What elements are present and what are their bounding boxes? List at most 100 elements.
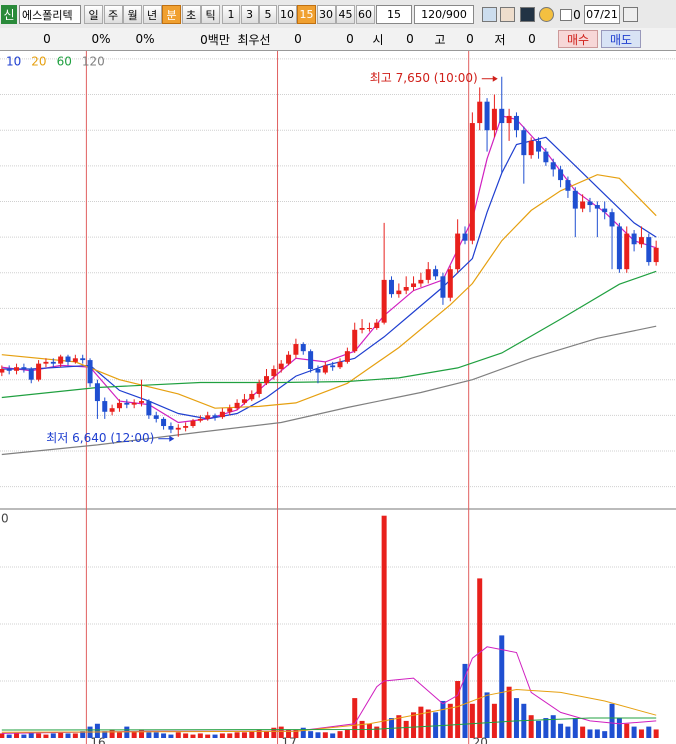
interval-button[interactable]: 3 bbox=[240, 5, 259, 24]
period-button[interactable]: 년 bbox=[142, 5, 162, 24]
candle-body bbox=[293, 344, 299, 355]
candle-body bbox=[609, 212, 615, 227]
quote-item: 0 bbox=[346, 32, 354, 46]
calendar-icon[interactable] bbox=[623, 7, 638, 22]
period-button[interactable]: 주 bbox=[103, 5, 123, 24]
candle-body bbox=[0, 368, 5, 373]
day-label: 20 bbox=[473, 736, 488, 744]
settings-icon[interactable] bbox=[539, 7, 554, 22]
volume-bar bbox=[308, 731, 314, 738]
volume-bar bbox=[491, 703, 497, 738]
candle-body bbox=[197, 418, 203, 421]
period-button[interactable]: 일 bbox=[84, 5, 103, 24]
candle-body bbox=[219, 411, 225, 418]
buy-button[interactable]: 매수 bbox=[558, 30, 598, 48]
interval-button[interactable]: 15 bbox=[297, 5, 316, 24]
volume-bar bbox=[153, 732, 159, 738]
candle-body bbox=[116, 402, 122, 409]
date-input[interactable]: 07/21 bbox=[584, 5, 620, 24]
sell-button[interactable]: 매도 bbox=[601, 30, 641, 48]
quote-item: 0 bbox=[406, 32, 414, 46]
moving-average-line bbox=[1, 174, 657, 409]
interval-button[interactable]: 10 bbox=[277, 5, 297, 24]
volume-bar bbox=[462, 663, 468, 738]
candle-body bbox=[572, 190, 578, 209]
candle-body bbox=[271, 368, 277, 377]
legend-entry: 120 bbox=[82, 55, 105, 69]
candle-body bbox=[300, 344, 306, 352]
stock-name[interactable]: 에스폴리텍 bbox=[19, 5, 81, 24]
candle-body bbox=[190, 420, 196, 427]
period-button[interactable]: 초 bbox=[181, 5, 201, 24]
volume-bar bbox=[506, 686, 512, 738]
interval-button[interactable]: 60 bbox=[355, 5, 375, 24]
interval-select[interactable]: 15 bbox=[376, 5, 412, 24]
volume-bar bbox=[455, 681, 461, 738]
tool-icon[interactable] bbox=[482, 7, 497, 22]
interval-button[interactable]: 30 bbox=[316, 5, 336, 24]
volume-bar bbox=[344, 729, 350, 738]
volume-bar bbox=[440, 700, 446, 738]
volume-bar bbox=[0, 733, 5, 738]
volume-bar bbox=[594, 729, 600, 738]
candle-body bbox=[366, 328, 372, 330]
day-label: 16 bbox=[90, 736, 105, 744]
candle-body bbox=[14, 367, 20, 371]
volume-bar bbox=[139, 729, 145, 738]
candle-body bbox=[241, 399, 247, 403]
candle-body bbox=[455, 233, 461, 270]
candle-body bbox=[168, 426, 174, 430]
volume-bar bbox=[469, 703, 475, 738]
quote-item: 고 bbox=[434, 32, 446, 47]
candle-body bbox=[227, 408, 233, 412]
annotation: 최고 7,650 (10:00) bbox=[370, 71, 478, 85]
volume-bar bbox=[528, 715, 534, 738]
volume-bar bbox=[381, 515, 387, 738]
count-input[interactable]: 120/900 bbox=[414, 5, 474, 24]
volume-bar bbox=[433, 712, 439, 738]
candle-body bbox=[131, 402, 137, 405]
volume-bar bbox=[374, 726, 380, 738]
interval-button[interactable]: 5 bbox=[259, 5, 277, 24]
volume-bar bbox=[587, 729, 593, 738]
tool-icon[interactable] bbox=[500, 7, 515, 22]
annotation: 최저 6,640 (12:00) bbox=[46, 431, 154, 445]
candle-body bbox=[381, 279, 387, 323]
candle-body bbox=[322, 365, 328, 373]
period-button[interactable]: 월 bbox=[123, 5, 142, 24]
quote-item: 0 bbox=[294, 32, 302, 46]
quote-item: 0 bbox=[43, 32, 51, 46]
candle-body bbox=[72, 358, 78, 362]
candle-body bbox=[264, 376, 270, 384]
volume-bar bbox=[94, 723, 100, 738]
volume-bar bbox=[609, 703, 615, 738]
volume-bar bbox=[80, 731, 86, 738]
interval-button[interactable]: 45 bbox=[336, 5, 355, 24]
volume-bar bbox=[264, 731, 270, 738]
interval-button[interactable]: 1 bbox=[222, 5, 240, 24]
period-button[interactable]: 분 bbox=[162, 5, 181, 24]
volume-bar bbox=[624, 723, 630, 738]
candle-body bbox=[352, 329, 358, 352]
volume-bar bbox=[146, 732, 152, 738]
candle-body bbox=[87, 360, 93, 384]
volume-bar bbox=[315, 732, 321, 738]
candle-body bbox=[256, 383, 262, 394]
save-icon[interactable] bbox=[520, 7, 535, 22]
quote-item: 0% bbox=[135, 32, 155, 46]
period-button[interactable]: 틱 bbox=[201, 5, 220, 24]
legend-entry: 20 bbox=[31, 55, 46, 69]
candle-body bbox=[205, 415, 211, 419]
volume-bar bbox=[653, 729, 659, 738]
volume-bar bbox=[50, 733, 56, 738]
volume-bar bbox=[572, 718, 578, 738]
moving-average-line bbox=[1, 325, 657, 456]
checkbox[interactable] bbox=[560, 9, 572, 21]
volume-bar bbox=[411, 712, 417, 738]
candle-body bbox=[337, 361, 343, 368]
volume-bar bbox=[580, 726, 586, 738]
candle-body bbox=[183, 426, 189, 428]
candle-body bbox=[499, 108, 505, 124]
candle-body bbox=[411, 283, 417, 288]
volume-bar bbox=[477, 578, 483, 738]
